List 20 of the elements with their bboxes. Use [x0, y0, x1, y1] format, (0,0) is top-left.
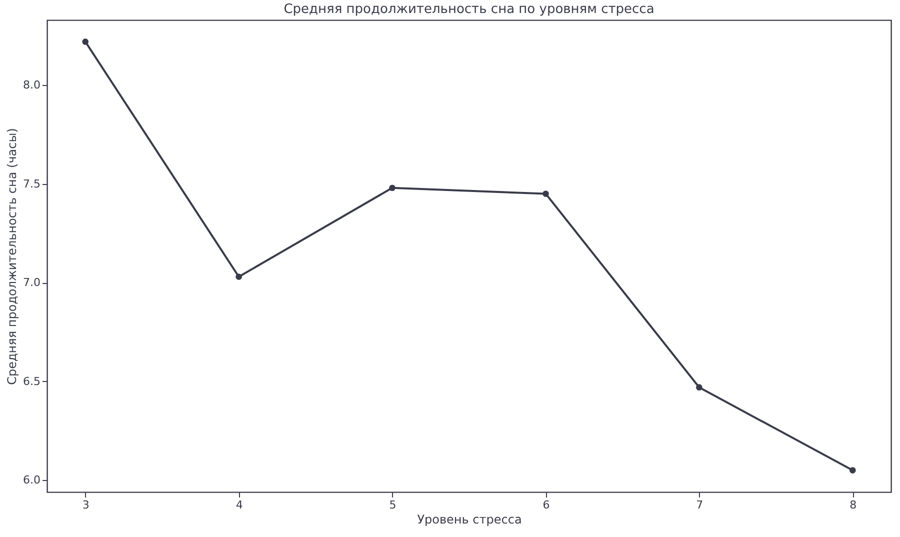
point: [389, 184, 396, 192]
x-tick-label: 6: [542, 498, 550, 512]
x-tick-label: 7: [696, 498, 704, 512]
x-tick-label: 4: [236, 498, 243, 512]
y-tick-label: 8.0: [23, 78, 40, 92]
point: [236, 274, 242, 280]
chart-title: Средняя продолжительность сна по уровням стресса: [284, 2, 654, 17]
x-tick-label: 8: [850, 498, 857, 512]
y-tick-label: 7.5: [23, 177, 40, 190]
y-axis-title: Средняя продолжительность сна (часы): [5, 128, 20, 385]
x-axis-title: Уровень стресса: [417, 512, 522, 526]
x-tick-label: 5: [389, 498, 396, 512]
y-tick-label: 6.0: [23, 474, 40, 487]
y-tick-label: 7.0: [23, 276, 40, 290]
point: [82, 38, 89, 45]
point: [849, 467, 856, 474]
point: [542, 190, 549, 197]
y-tick-label: 6.5: [23, 374, 40, 388]
x-tick-label: 3: [82, 498, 90, 512]
point: [696, 384, 702, 390]
